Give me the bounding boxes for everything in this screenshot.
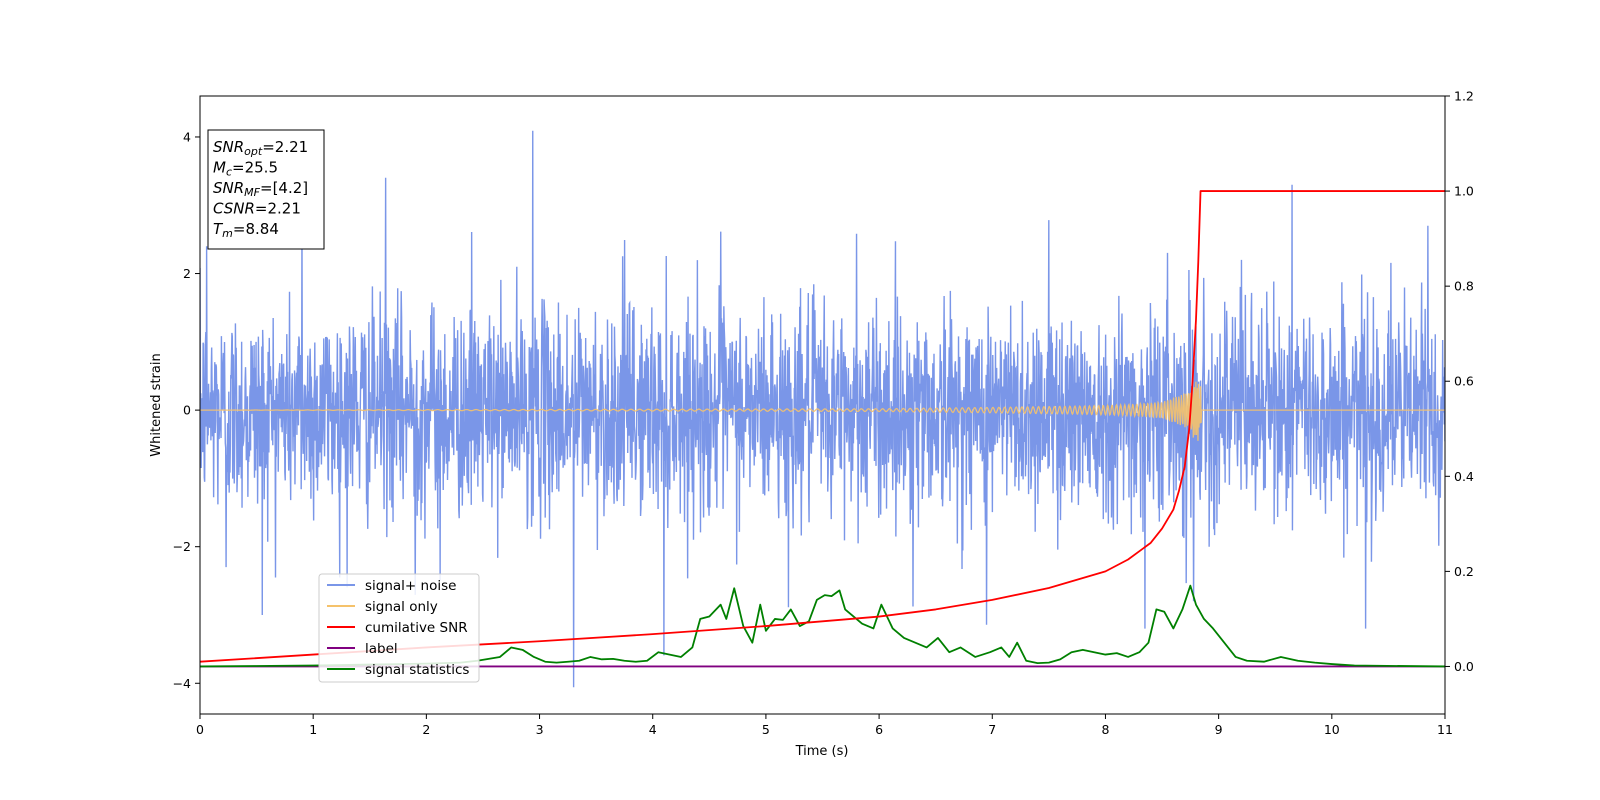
- info-line-1-sub: c: [226, 166, 232, 179]
- info-line-3-base: CSNR: [213, 200, 255, 218]
- legend-label-2: cumilative SNR: [365, 620, 468, 636]
- info-line-4-base: T: [213, 220, 224, 238]
- info-line-3: CSNR=2.21: [213, 200, 301, 218]
- info-line-0-sub: opt: [244, 145, 263, 158]
- y-right-tick-label-4: 0.8: [1454, 279, 1474, 294]
- y-left-tick-label-0: −4: [173, 676, 191, 691]
- y-ticks-right: 0.0 0.2 0.4 0.6 0.8 1.0 1.2: [1445, 89, 1474, 674]
- y-right-tick-label-0: 0.0: [1454, 659, 1474, 674]
- info-line-0-value: =2.21: [262, 138, 308, 156]
- axes-frame: [199, 95, 1446, 715]
- x-tick-label-10: 10: [1324, 722, 1340, 737]
- legend-entries: signal+ noise signal only cumilative SNR la…: [327, 578, 469, 678]
- y-ticks-left: −4 −2 0 2 4: [173, 129, 200, 691]
- x-tick-label-0: 0: [196, 722, 204, 737]
- info-line-2: SNRMF=[4.2]: [213, 179, 308, 199]
- info-lines: SNRopt=2.21Mc=25.5SNRMF=[4.2]CSNR=2.21Tm…: [213, 138, 308, 240]
- x-tick-label-9: 9: [1215, 722, 1223, 737]
- x-tick-label-8: 8: [1101, 722, 1109, 737]
- info-line-1-value: =25.5: [232, 159, 278, 177]
- series-1: [200, 381, 1445, 441]
- info-line-2-value: =[4.2]: [260, 179, 308, 197]
- info-line-4-value: =8.84: [233, 220, 279, 238]
- y-right-tick-label-6: 1.2: [1454, 89, 1474, 104]
- legend-label-0: signal+ noise: [365, 578, 456, 594]
- legend-label-3: label: [365, 641, 398, 657]
- x-tick-label-4: 4: [649, 722, 657, 737]
- y-right-tick-label-3: 0.6: [1454, 374, 1474, 389]
- info-line-2-sub: MF: [244, 186, 260, 199]
- x-tick-label-2: 2: [422, 722, 430, 737]
- legend: signal+ noise signal only cumilative SNR la…: [318, 573, 480, 683]
- legend-frame: [318, 573, 480, 683]
- info-line-0-base: SNR: [213, 138, 244, 156]
- y-left-tick-label-1: −2: [173, 539, 191, 554]
- y-right-tick-label-2: 0.4: [1454, 469, 1474, 484]
- info-line-2-base: SNR: [213, 179, 244, 197]
- y-left-tick-label-3: 2: [183, 266, 191, 281]
- info-line-0: SNRopt=2.21: [213, 138, 308, 158]
- x-axis-label: Time (s): [795, 744, 849, 759]
- info-box: SNRopt=2.21Mc=25.5SNRMF=[4.2]CSNR=2.21Tm…: [207, 129, 325, 250]
- legend-label-1: signal only: [365, 599, 438, 615]
- y-left-tick-label-4: 4: [183, 129, 191, 144]
- y-left-tick-label-2: 0: [183, 403, 191, 418]
- x-ticks: 0 1 2 3 4 5 6 7 8 9 10 11: [196, 714, 1453, 737]
- x-tick-label-6: 6: [875, 722, 883, 737]
- series-0: [200, 130, 1445, 688]
- info-line-1: Mc=25.5: [213, 159, 278, 179]
- info-line-1-base: M: [213, 159, 226, 177]
- info-line-3-value: =2.21: [255, 200, 301, 218]
- x-tick-label-1: 1: [309, 722, 317, 737]
- x-tick-label-11: 11: [1437, 722, 1453, 737]
- series-2: [200, 190, 1445, 663]
- x-tick-label-5: 5: [762, 722, 770, 737]
- y-right-tick-label-1: 0.2: [1454, 564, 1474, 579]
- info-line-4-sub: m: [222, 227, 233, 240]
- y-right-tick-label-5: 1.0: [1454, 184, 1474, 199]
- legend-label-4: signal statistics: [365, 662, 469, 678]
- x-tick-label-7: 7: [988, 722, 996, 737]
- series-4: [200, 584, 1445, 668]
- info-line-4: Tm=8.84: [213, 220, 279, 240]
- series-layer: [200, 130, 1445, 688]
- x-tick-label-3: 3: [536, 722, 544, 737]
- y-axis-label: Whitened strain: [149, 353, 164, 456]
- info-box-frame: [207, 129, 325, 250]
